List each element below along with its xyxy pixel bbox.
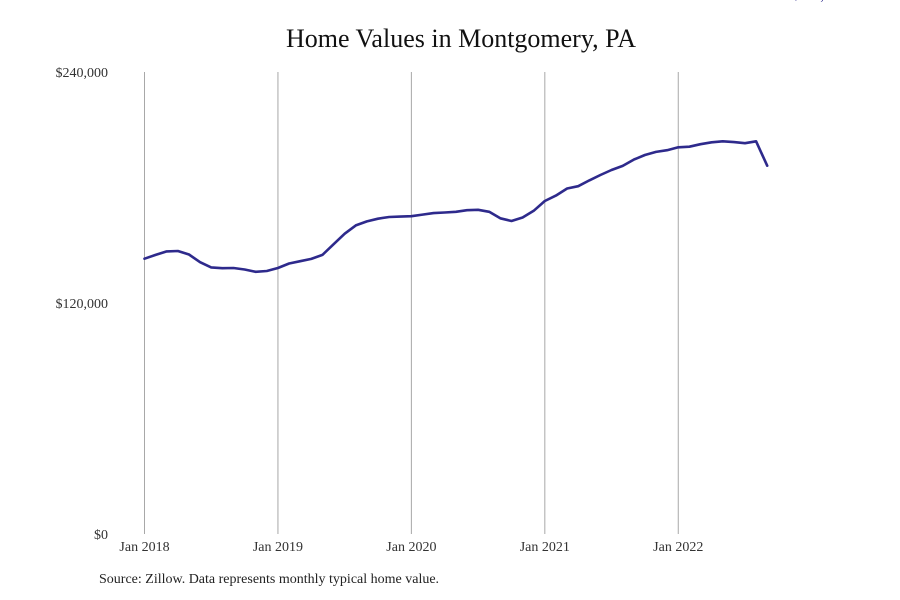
x-tick-label: Jan 2019 (253, 540, 303, 555)
series-line-home-value (143, 140, 769, 274)
source-note: Source: Zillow. Data represents monthly … (99, 572, 440, 587)
end-value-label: $191,340 (792, 0, 845, 4)
x-tick-label: Jan 2018 (119, 540, 169, 555)
y-tick-label: $240,000 (56, 66, 109, 81)
y-tick-label: $0 (94, 528, 108, 543)
chart-title: Home Values in Montgomery, PA (285, 24, 637, 53)
x-tick-label: Jan 2022 (653, 540, 703, 555)
y-tick-label: $120,000 (56, 297, 109, 312)
x-tick-label: Jan 2021 (520, 540, 570, 555)
x-tick-label: Jan 2020 (386, 540, 436, 555)
